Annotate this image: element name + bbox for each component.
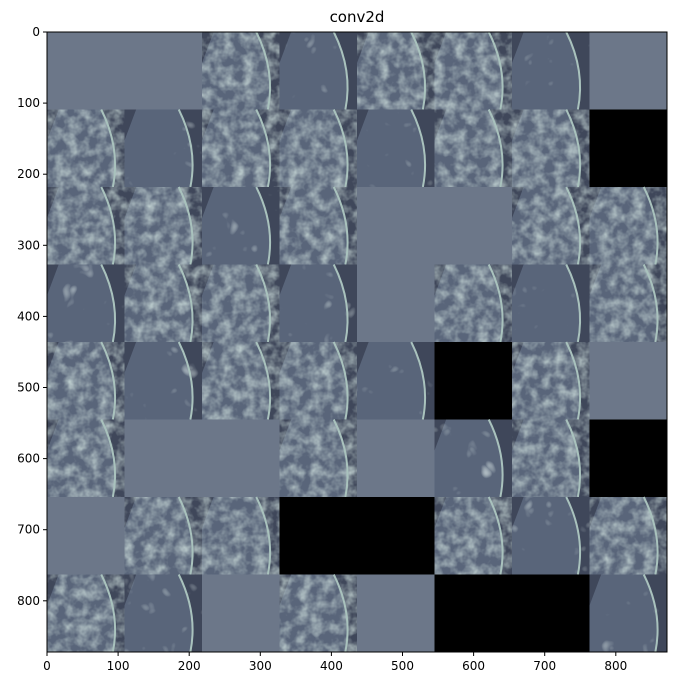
feature-map-tile [279, 109, 358, 188]
feature-map-tile [279, 186, 358, 265]
x-tick-label: 0 [43, 659, 51, 673]
feature-map-tile [589, 419, 668, 498]
feature-map-tile [47, 264, 125, 343]
y-tick-label: 600 [17, 452, 40, 466]
feature-map-tile [47, 419, 125, 498]
feature-map-tile [202, 186, 280, 265]
feature-map-tile [202, 264, 280, 343]
feature-map-tile [357, 341, 435, 420]
y-axis: 0 100 200 300 400 500 600 700 800 [17, 25, 47, 608]
feature-map-tile [124, 419, 203, 498]
feature-map-tile [279, 341, 358, 420]
feature-map-tile [279, 497, 358, 575]
feature-map-tile [124, 32, 203, 110]
feature-map-tile [47, 574, 125, 653]
feature-map-tile [589, 109, 668, 188]
feature-map-tile [512, 109, 590, 188]
feature-map-tile [512, 574, 590, 653]
feature-map-tile [512, 419, 590, 498]
x-tick-label: 400 [320, 659, 343, 673]
feature-map-tile [357, 419, 435, 498]
figure-title: conv2d [329, 8, 385, 26]
feature-map-tile [124, 574, 203, 653]
feature-map-grid [47, 31, 668, 653]
x-axis: 0 100 200 300 400 500 600 700 800 [43, 652, 627, 673]
feature-map-tile [434, 187, 513, 265]
feature-map-tile [357, 574, 435, 653]
feature-map-tile [357, 264, 435, 343]
feature-map-tile [357, 31, 435, 110]
feature-map-tile [47, 186, 125, 265]
y-tick-label: 100 [17, 96, 40, 110]
y-tick-label: 400 [17, 309, 40, 323]
feature-map-tile [47, 341, 125, 420]
y-tick-label: 800 [17, 594, 40, 608]
feature-map-tile [202, 109, 280, 188]
y-tick-label: 200 [17, 167, 40, 181]
feature-map-tile [124, 496, 203, 575]
x-tick-label: 600 [462, 659, 485, 673]
feature-map-tile [589, 342, 668, 420]
feature-map-tile [202, 496, 280, 575]
feature-map-tile [512, 31, 590, 110]
feature-map-tile [434, 574, 513, 653]
feature-map-tile [279, 31, 358, 110]
y-tick-label: 700 [17, 523, 40, 537]
feature-map-tile [512, 186, 590, 265]
feature-map-tile [124, 186, 203, 265]
feature-map-tile [279, 574, 358, 653]
feature-map-tile [357, 109, 435, 188]
feature-map-tile [589, 496, 668, 575]
feature-map-tile [434, 109, 513, 188]
y-tick-label: 300 [17, 238, 40, 252]
x-tick-label: 700 [533, 659, 556, 673]
feature-map-tile [434, 496, 513, 575]
feature-map-tile [357, 497, 435, 575]
feature-map-tile [512, 341, 590, 420]
feature-map-tile [434, 264, 513, 343]
feature-map-tile [47, 32, 125, 110]
feature-map-tile [202, 341, 280, 420]
feature-map-tile [47, 497, 125, 575]
feature-map-tile [202, 574, 280, 653]
feature-map-tile [124, 264, 203, 343]
feature-map-tile [279, 264, 358, 343]
feature-map-tile [434, 31, 513, 110]
axes-frame [46, 31, 668, 653]
feature-map-tile [512, 496, 590, 575]
x-tick-label: 800 [604, 659, 627, 673]
x-tick-label: 500 [391, 659, 414, 673]
feature-map-tile [279, 419, 358, 498]
y-tick-label: 0 [32, 25, 40, 39]
feature-map-tile [124, 341, 203, 420]
feature-map-tile [589, 264, 668, 343]
feature-map-tile [589, 574, 668, 653]
feature-map-tile [589, 32, 668, 110]
feature-map-tile [202, 31, 280, 110]
y-tick-label: 500 [17, 381, 40, 395]
feature-map-tile [512, 264, 590, 343]
x-tick-label: 100 [107, 659, 130, 673]
feature-map-tile [357, 187, 435, 265]
feature-map-tile [434, 342, 513, 420]
feature-map-tile [589, 186, 668, 265]
x-tick-label: 200 [178, 659, 201, 673]
feature-map-tile [47, 109, 125, 188]
feature-map-tile [202, 419, 280, 498]
x-tick-label: 300 [249, 659, 272, 673]
feature-map-tile [124, 109, 203, 188]
feature-map-tile [434, 419, 513, 498]
